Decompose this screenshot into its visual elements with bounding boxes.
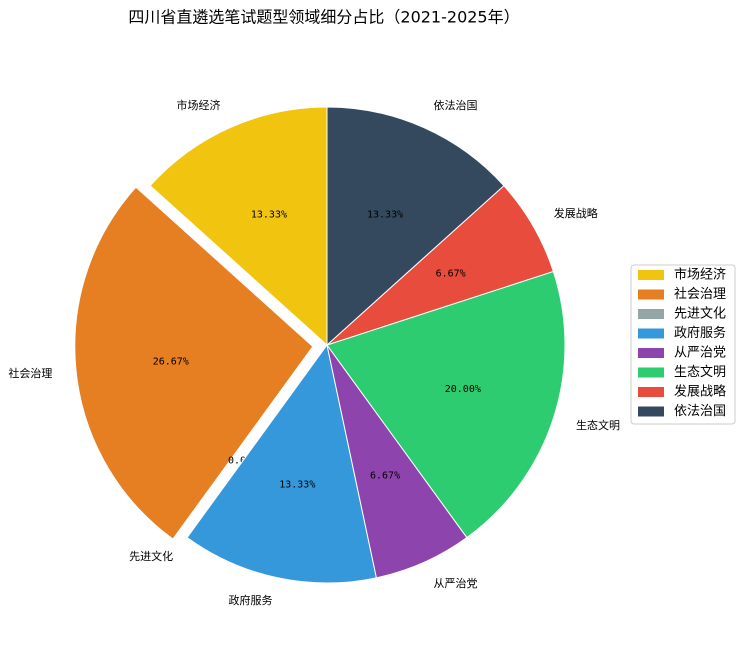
slice-label: 生态文明 (576, 418, 620, 432)
legend-swatch (638, 328, 664, 339)
legend-swatch (638, 387, 664, 397)
legend-swatch (638, 270, 664, 280)
legend-label: 发展战略 (674, 384, 726, 400)
legend-swatch (638, 406, 664, 417)
pct-label: 20.00% (445, 384, 481, 395)
legend-label: 市场经济 (674, 267, 726, 283)
slice-label: 先进文化 (129, 549, 173, 563)
pct-label: 6.67% (370, 470, 400, 481)
legend-swatch (638, 289, 664, 300)
slice-label: 从严治党 (433, 576, 477, 590)
pct-label: 6.67% (436, 269, 466, 280)
legend-label: 生态文明 (674, 365, 726, 380)
legend-swatch (638, 348, 664, 358)
legend-label: 政府服务 (674, 325, 726, 341)
chart-title: 四川省直遴选笔试题型领域细分占比（2021-2025年） (128, 8, 519, 27)
slice-label: 社会治理 (8, 366, 52, 380)
pie-slice (186, 343, 378, 584)
slice-label: 发展战略 (554, 206, 598, 220)
pct-label: 13.33% (279, 480, 315, 491)
legend-label: 从严治党 (674, 346, 726, 361)
legend-swatch (638, 367, 664, 378)
legend-label: 依法治国 (674, 404, 726, 419)
legend-box (630, 264, 736, 425)
slice-label: 市场经济 (177, 98, 221, 112)
legend-label: 社会治理 (674, 286, 726, 302)
pie-slice (149, 106, 328, 347)
pct-label: 26.67% (153, 356, 189, 367)
slice-label: 依法治国 (433, 98, 477, 112)
pie-slice (74, 186, 314, 540)
pct-label: 13.33% (251, 210, 287, 221)
slice-label: 政府服务 (229, 593, 273, 607)
pct-label: 13.33% (367, 210, 403, 221)
pie-slice (326, 106, 505, 347)
legend-swatch (638, 309, 664, 319)
legend-label: 先进文化 (674, 307, 726, 322)
pie-slice (326, 270, 566, 539)
